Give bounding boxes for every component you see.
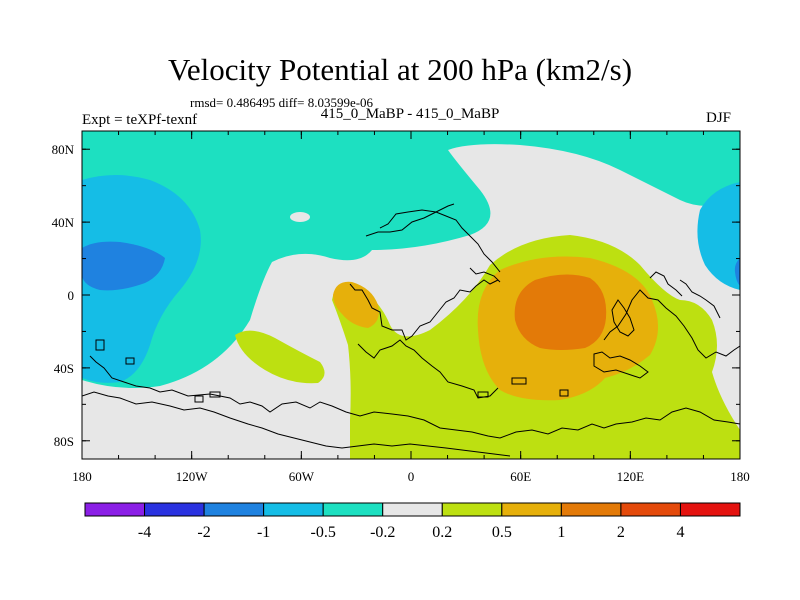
x-axis: 180 120W 60W 0 60E 120E 180 [72, 469, 750, 484]
coastline-pacific-islands [679, 279, 721, 319]
coastline-indonesia [593, 351, 649, 379]
coastline-eurasia-north [365, 203, 455, 237]
x-tick-label: 180 [730, 469, 750, 484]
island-7 [95, 339, 105, 351]
stats-label: rmsd= 0.486495 diff= 8.03599e-06 [190, 95, 374, 110]
island-2 [209, 391, 221, 398]
field-cyan-right [697, 182, 740, 290]
colorbar-box [84, 502, 146, 517]
runs-label: 415_0_MaBP - 415_0_MaBP [320, 106, 500, 122]
chart-title: Velocity Potential at 200 hPa (km2/s) [167, 52, 633, 87]
y-tick-label: 80N [52, 142, 75, 157]
colorbar-box [620, 502, 681, 517]
field-green-band [235, 330, 325, 384]
colorbar-label: 1 [557, 524, 565, 541]
coastline-asia [379, 209, 501, 273]
colorbar-box [560, 502, 622, 517]
experiment-label: Expt = teXPf-texnf [82, 112, 198, 128]
island-5 [125, 357, 135, 365]
colorbar-label: 4 [676, 524, 684, 541]
x-tick-label: 60E [510, 469, 531, 484]
colorbar-box [322, 502, 384, 517]
colorbar-label: -4 [138, 524, 151, 541]
colorbar-label: -2 [197, 524, 210, 541]
y-tick-label: 0 [68, 288, 75, 303]
field-blue-left [82, 241, 165, 291]
coastline-alaska [469, 267, 501, 283]
x-tick-label: 180 [72, 469, 92, 484]
season-label: DJF [706, 110, 732, 126]
coastline-india [611, 299, 635, 337]
field-darkorange-core [514, 274, 607, 350]
field-gray-blob [290, 212, 310, 222]
y-tick-label: 80S [54, 434, 74, 449]
y-axis: 80N 40N 0 40S 80S [52, 142, 75, 449]
coastline-east-asia [649, 271, 683, 297]
x-tick-label: 0 [408, 469, 415, 484]
colorbar-box [263, 502, 324, 517]
colorbar-label: -0.5 [311, 524, 336, 541]
coastline-antarctica [82, 391, 511, 457]
island-6 [559, 389, 569, 397]
colorbar-label: -1 [257, 524, 270, 541]
y-tick-label: 40S [54, 361, 74, 376]
island-1 [194, 395, 204, 403]
colorbar-label: 0.5 [492, 524, 512, 541]
colorbar-box [144, 502, 205, 517]
colorbar-label: -0.2 [370, 524, 395, 541]
colorbar-box [441, 502, 503, 517]
field-blue-right [734, 258, 740, 286]
colorbar-box [501, 502, 562, 517]
x-tick-label: 120E [617, 469, 645, 484]
field-orange-atlantic [333, 281, 379, 328]
axis-ticks [81, 131, 741, 459]
colorbar-label: 0.2 [432, 524, 452, 541]
contour-fields [82, 131, 740, 459]
colorbar-box [679, 502, 741, 517]
island-4 [511, 377, 527, 385]
coastline-south-pacific [89, 355, 740, 439]
coastline-africa [349, 279, 499, 341]
colorbar: -4 -2 -1 -0.5 -0.2 0.2 0.5 1 2 4 [84, 502, 741, 541]
coastlines [82, 203, 740, 457]
y-tick-label: 40N [52, 215, 75, 230]
island-3 [477, 391, 489, 398]
x-tick-label: 120W [176, 469, 209, 484]
colorbar-box [203, 502, 265, 517]
coastline-australia [603, 289, 740, 359]
coastline-south-america [357, 339, 499, 399]
colorbar-label: 2 [617, 524, 625, 541]
colorbar-box [382, 502, 443, 517]
x-tick-label: 60W [289, 469, 315, 484]
